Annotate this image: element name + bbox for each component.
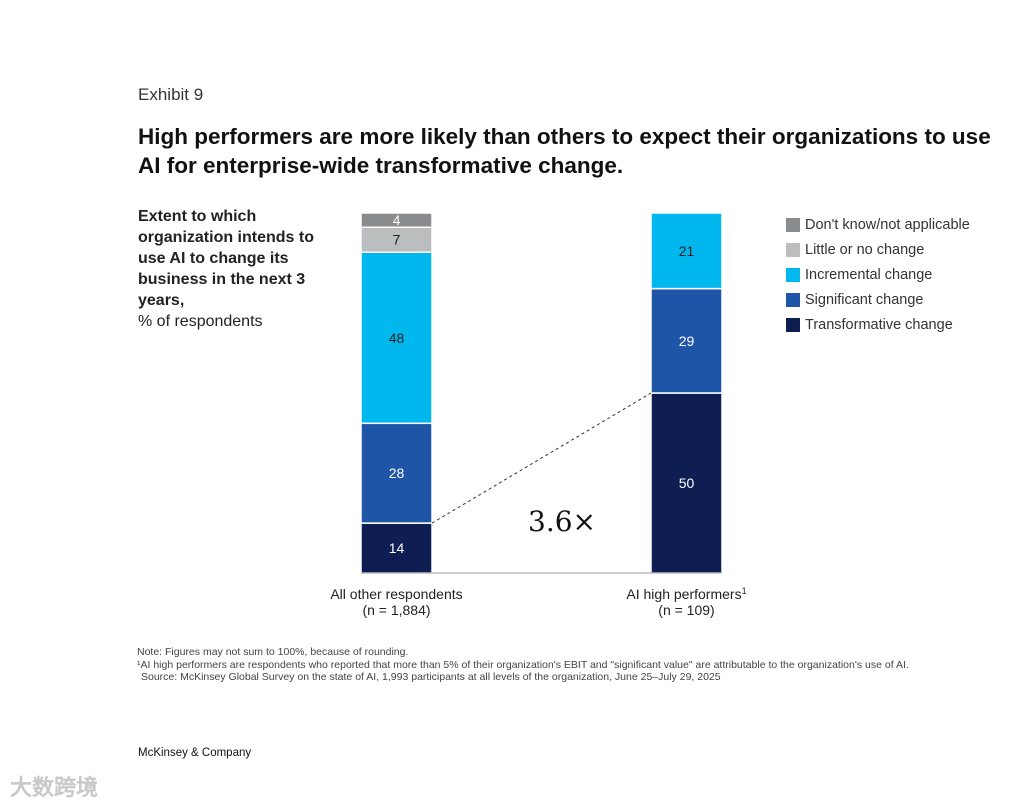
data-label: 14 <box>389 540 405 556</box>
legend-label: Transformative change <box>805 316 953 333</box>
data-label: 28 <box>389 465 405 481</box>
watermark: 大数跨境 <box>10 775 99 800</box>
chart-subtitle: Extent to which organization intends to … <box>138 206 328 332</box>
legend-swatch <box>786 267 800 282</box>
subtitle-bold: Extent to which organization intends to … <box>138 208 314 309</box>
legend-swatch <box>786 217 800 232</box>
comparison-dashed-line <box>431 392 652 524</box>
bar-segment <box>650 392 723 574</box>
legend-item: Significant change <box>786 287 970 312</box>
stacked-bar-chart: 14 28 48 7 4 All other respondents(n = 1,884)… <box>330 212 746 618</box>
bar-segment <box>360 422 433 524</box>
category-n-label: (n = 1,884) <box>362 602 430 618</box>
bar-segment <box>650 212 723 290</box>
category-n-label: (n = 109) <box>658 602 714 618</box>
legend-swatch <box>786 292 800 307</box>
legend: Don't know/not applicable Little or no ch… <box>786 212 970 337</box>
legend-item: Don't know/not applicable <box>786 212 970 237</box>
bar-segment <box>650 287 723 394</box>
chart-title: High performers are more likely than oth… <box>138 124 991 178</box>
legend-swatch <box>786 317 800 332</box>
data-label: 4 <box>393 212 401 228</box>
superscript: 1 <box>742 586 747 596</box>
footnote: ¹AI high performers are respondents who … <box>137 658 909 671</box>
source: Source: McKinsey Global Survey on the st… <box>141 671 721 683</box>
legend-label: Don't know/not applicable <box>805 216 970 233</box>
bar-segment <box>360 226 433 253</box>
legend-item: Incremental change <box>786 262 970 287</box>
data-label: 21 <box>679 243 695 259</box>
legend-label: Significant change <box>805 291 924 308</box>
legend-label: Little or no change <box>805 241 925 258</box>
data-label: 50 <box>679 475 695 491</box>
brand-name: McKinsey & Company <box>138 747 252 759</box>
exhibit-label: Exhibit 9 <box>138 85 204 104</box>
data-label: 48 <box>389 330 405 346</box>
subtitle-unit: % of respondents <box>138 313 263 330</box>
legend-label: Incremental change <box>805 266 933 283</box>
legend-swatch <box>786 242 800 257</box>
footnotes: Note: Figures may not sum to 100%, becau… <box>137 646 967 684</box>
bar-segment <box>360 212 433 229</box>
legend-item: Little or no change <box>786 237 970 262</box>
category-label: AI high performers1 <box>626 586 746 602</box>
ratio-annotation: 3.6× <box>528 505 596 538</box>
category-label: All other respondents <box>330 586 462 602</box>
note: Note: Figures may not sum to 100%, becau… <box>137 646 409 658</box>
data-label: 29 <box>679 333 695 349</box>
data-label: 7 <box>393 232 401 248</box>
legend-item: Transformative change <box>786 312 970 337</box>
